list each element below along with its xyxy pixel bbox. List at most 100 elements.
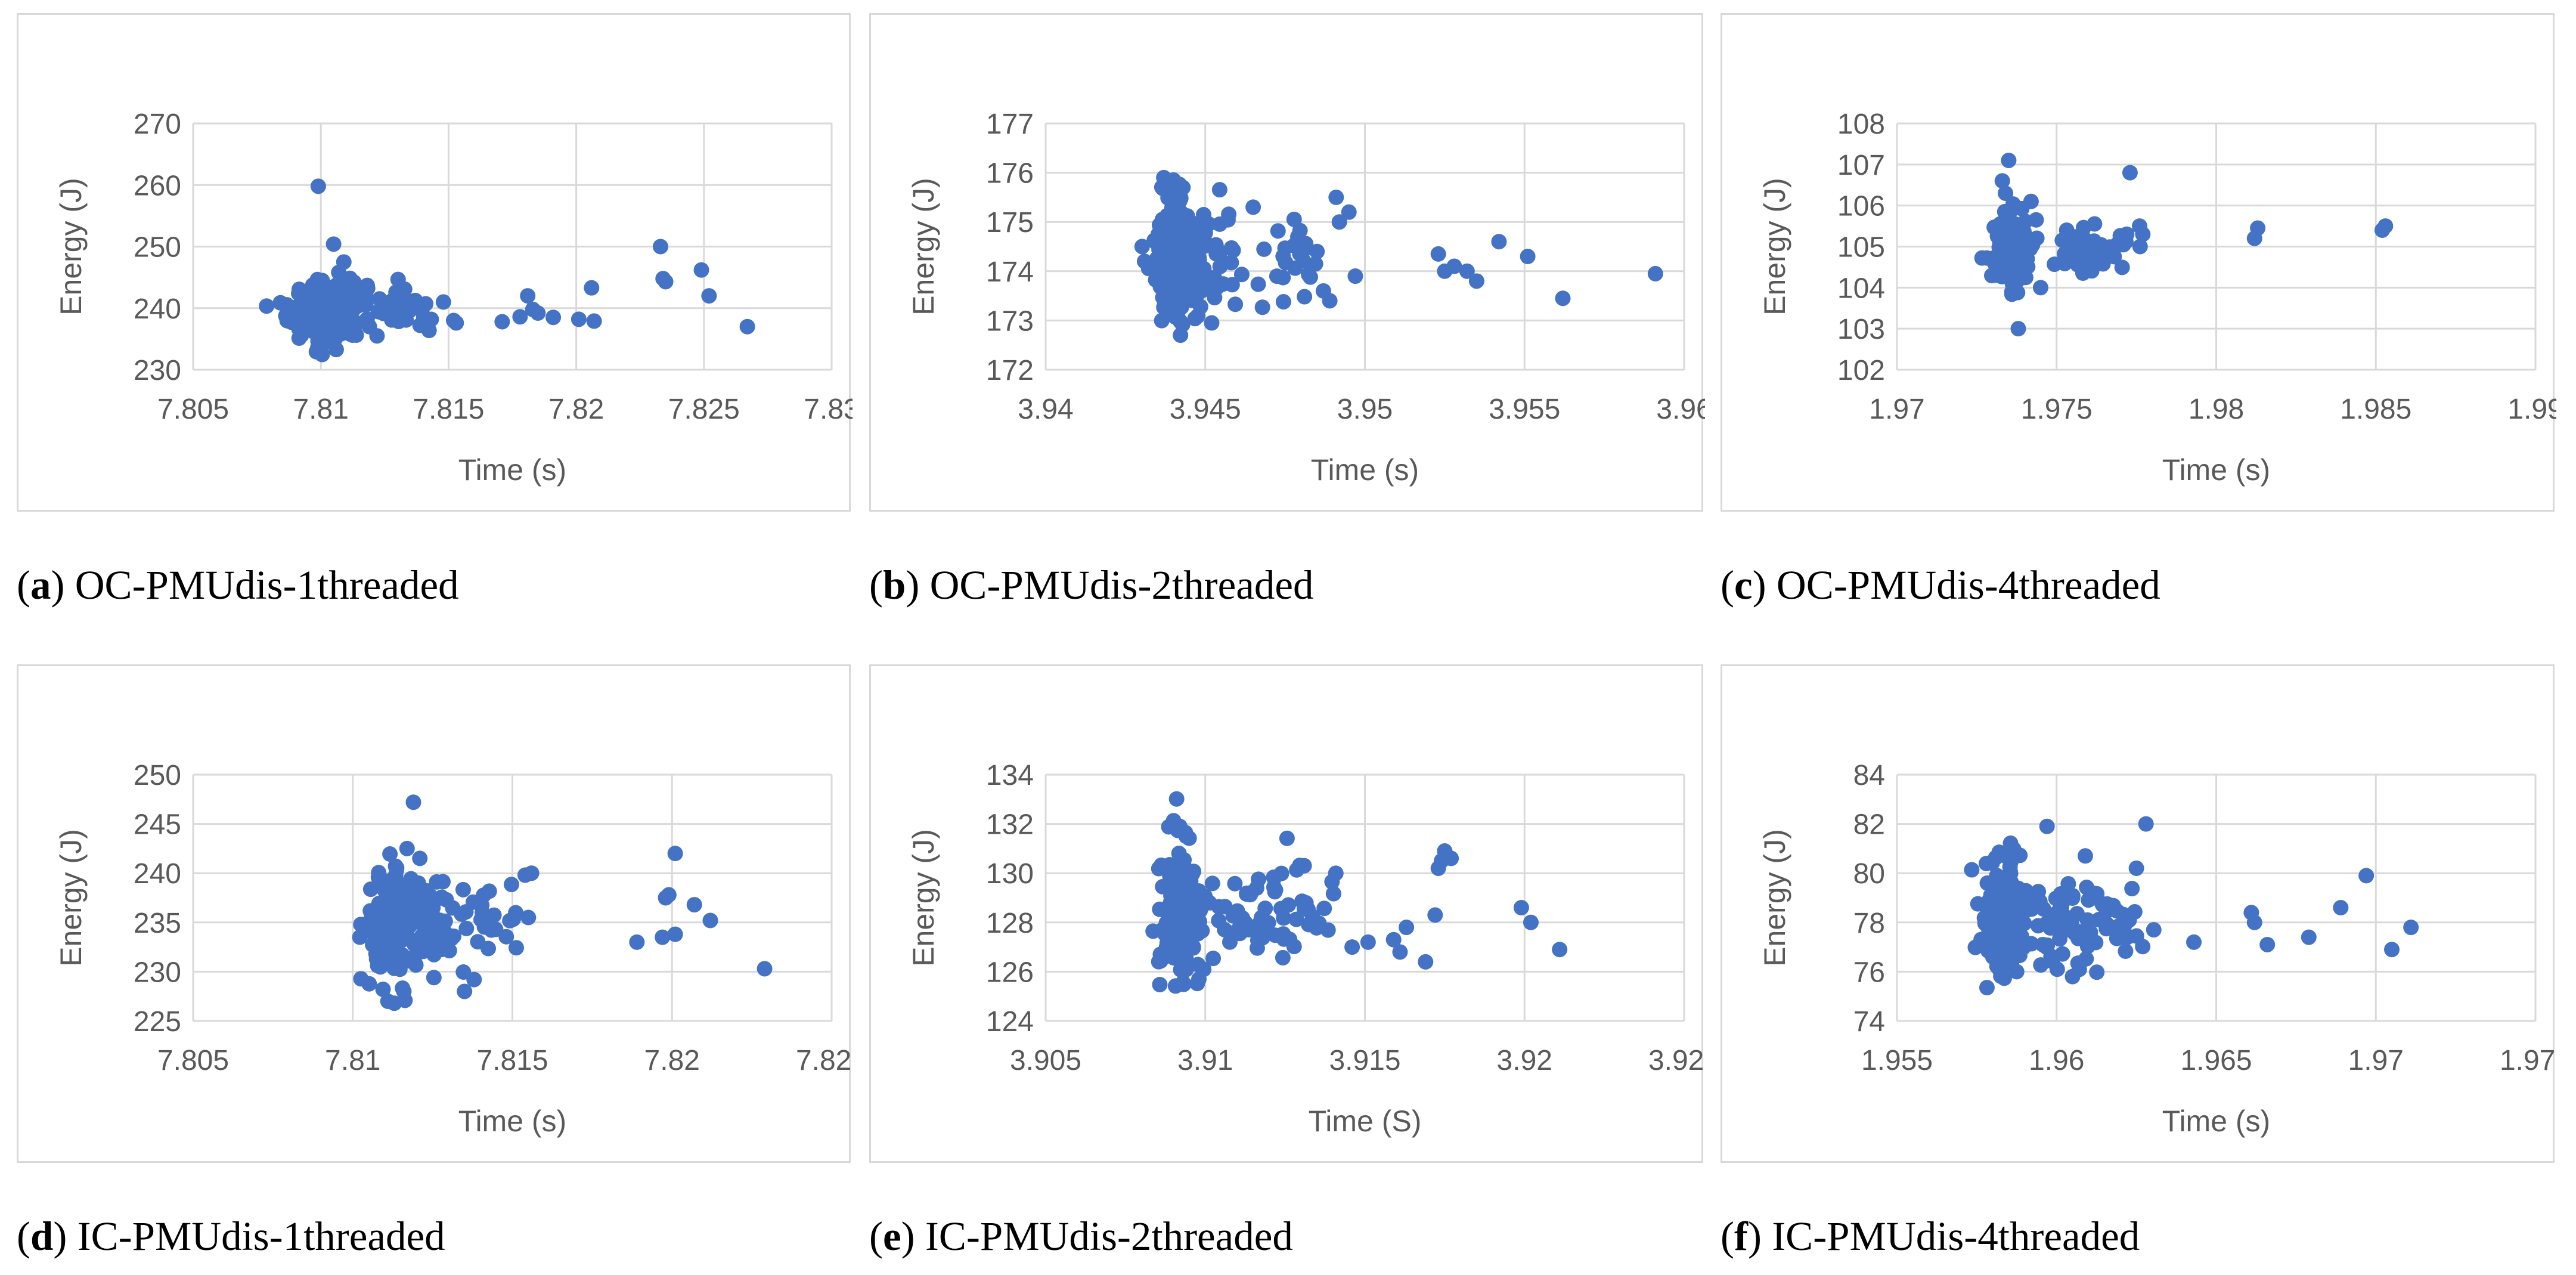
data-point xyxy=(420,897,436,912)
data-point xyxy=(1279,831,1295,846)
data-point xyxy=(2061,247,2076,262)
data-points xyxy=(1145,791,1567,994)
y-axis-title: Energy (J) xyxy=(54,829,88,967)
data-point xyxy=(545,310,561,325)
data-point xyxy=(396,983,411,999)
x-axis-title: Time (s) xyxy=(458,453,566,487)
scatter-plot: 1241261281301321343.905 3.91 3.915 3.92 3.92… xyxy=(871,666,1705,1165)
x-axis-title: Time (s) xyxy=(1311,453,1419,487)
data-point xyxy=(1154,313,1170,329)
y-tick-label: 80 xyxy=(1853,858,1885,890)
x-tick-label: 1.975 xyxy=(2021,394,2093,425)
data-point xyxy=(571,311,587,327)
y-tick-label: 104 xyxy=(1837,273,1885,304)
data-point xyxy=(346,274,362,290)
x-tick-label: 3.925 xyxy=(1648,1045,1705,1076)
caption-letter: f xyxy=(1734,1214,1748,1259)
caption-text: IC-PMUdis-4threaded xyxy=(1772,1214,2140,1259)
data-point xyxy=(2129,861,2144,876)
y-tick-label: 103 xyxy=(1837,314,1885,345)
caption-letter: e xyxy=(883,1214,901,1259)
x-tick-label: 7.81 xyxy=(293,394,348,425)
y-tick-label: 240 xyxy=(134,858,181,890)
y-tick-label: 124 xyxy=(986,1006,1034,1038)
y-tick-label: 134 xyxy=(986,760,1034,791)
x-axis-title: Time (s) xyxy=(2162,453,2270,487)
data-point xyxy=(1168,895,1183,911)
data-point xyxy=(1328,865,1344,881)
x-tick-label: 3.945 xyxy=(1170,394,1241,425)
data-point xyxy=(1213,259,1228,274)
x-tick-label: 7.82 xyxy=(644,1045,700,1076)
x-tick-label: 7.805 xyxy=(157,394,229,425)
x-tick-label: 3.92 xyxy=(1497,1045,1552,1076)
data-point xyxy=(1997,266,2012,281)
caption-text: OC-PMUdis-4threaded xyxy=(1777,562,2160,608)
data-point xyxy=(2005,239,2020,254)
data-point xyxy=(1347,268,1363,284)
x-tick-label: 7.81 xyxy=(325,1045,380,1076)
data-point xyxy=(1251,871,1266,887)
scatter-plot: 1721731741751761773.94 3.945 3.95 3.955 3.96… xyxy=(871,15,1705,513)
data-point xyxy=(1997,914,2013,930)
data-point xyxy=(1191,971,1207,987)
data-point xyxy=(1341,205,1357,220)
data-point xyxy=(474,898,489,913)
x-tick-label: 1.97 xyxy=(2348,1045,2404,1076)
data-point xyxy=(1443,850,1459,866)
caption-text: IC-PMUdis-1threaded xyxy=(78,1214,445,1259)
data-point xyxy=(2094,912,2110,928)
data-point xyxy=(1176,977,1192,992)
data-point xyxy=(2384,942,2400,957)
y-tick-label: 74 xyxy=(1853,1006,1885,1038)
data-point xyxy=(295,295,311,311)
data-point xyxy=(438,892,454,908)
data-point xyxy=(1555,290,1571,306)
data-point xyxy=(2247,915,2262,930)
data-point xyxy=(1297,289,1312,305)
x-tick-label: 3.96 xyxy=(1656,394,1705,425)
data-point xyxy=(1173,866,1189,881)
y-tick-label: 128 xyxy=(986,908,1034,939)
data-point xyxy=(1205,951,1221,966)
data-point xyxy=(1172,953,1188,968)
data-point xyxy=(1212,182,1227,197)
chart-area: 225 230 235 240 245 250 7.805 7.81 7.815 7.82 7.82… xyxy=(17,664,851,1163)
data-point xyxy=(1256,242,1272,257)
data-point xyxy=(2004,284,2020,299)
data-point xyxy=(1427,907,1443,923)
y-tick-label: 106 xyxy=(1837,191,1885,222)
data-point xyxy=(361,923,377,939)
data-point xyxy=(1552,942,1567,957)
y-tick-label: 130 xyxy=(986,858,1034,890)
y-tick-label: 250 xyxy=(134,760,181,791)
data-point xyxy=(390,290,405,306)
y-tick-labels: 124126128130132134 xyxy=(986,760,1034,1038)
x-tick-labels: 3.905 3.91 3.915 3.92 3.925 xyxy=(1010,1045,1705,1076)
data-point xyxy=(2135,227,2150,242)
data-point xyxy=(1251,277,1266,292)
scatter-plot: 2302402502602707.805 7.81 7.815 7.82 7.825 7.… xyxy=(18,15,853,513)
data-point xyxy=(443,929,458,944)
data-point xyxy=(372,291,388,307)
x-tick-labels: 1.97 1.975 1.98 1.985 1.99 xyxy=(1869,394,2556,425)
y-tick-labels: 102 103 104 105 106 107 108 xyxy=(1837,109,1885,386)
y-tick-label: 177 xyxy=(986,109,1034,140)
data-point xyxy=(2002,943,2018,959)
data-point xyxy=(1491,234,1506,249)
data-point xyxy=(1190,957,1205,973)
data-point xyxy=(1431,246,1446,262)
data-point xyxy=(2078,240,2094,255)
data-point xyxy=(1295,243,1311,259)
figure-caption: (c) OC-PMUdis-4threaded xyxy=(1721,562,2567,609)
chart-area: 102 103 104 105 106 107 108 1.97 1.975 1.98 1.985 1… xyxy=(1721,13,2555,512)
data-point xyxy=(2087,216,2102,231)
data-point xyxy=(1204,315,1219,331)
data-point xyxy=(2019,902,2035,918)
data-point xyxy=(1192,914,1207,929)
y-axis-title: Energy (J) xyxy=(1758,178,1791,315)
y-tick-labels: 172173174175176177 xyxy=(986,109,1034,386)
data-point xyxy=(1344,939,1360,955)
caption-letter: a xyxy=(30,562,51,608)
data-point xyxy=(1989,883,2004,899)
